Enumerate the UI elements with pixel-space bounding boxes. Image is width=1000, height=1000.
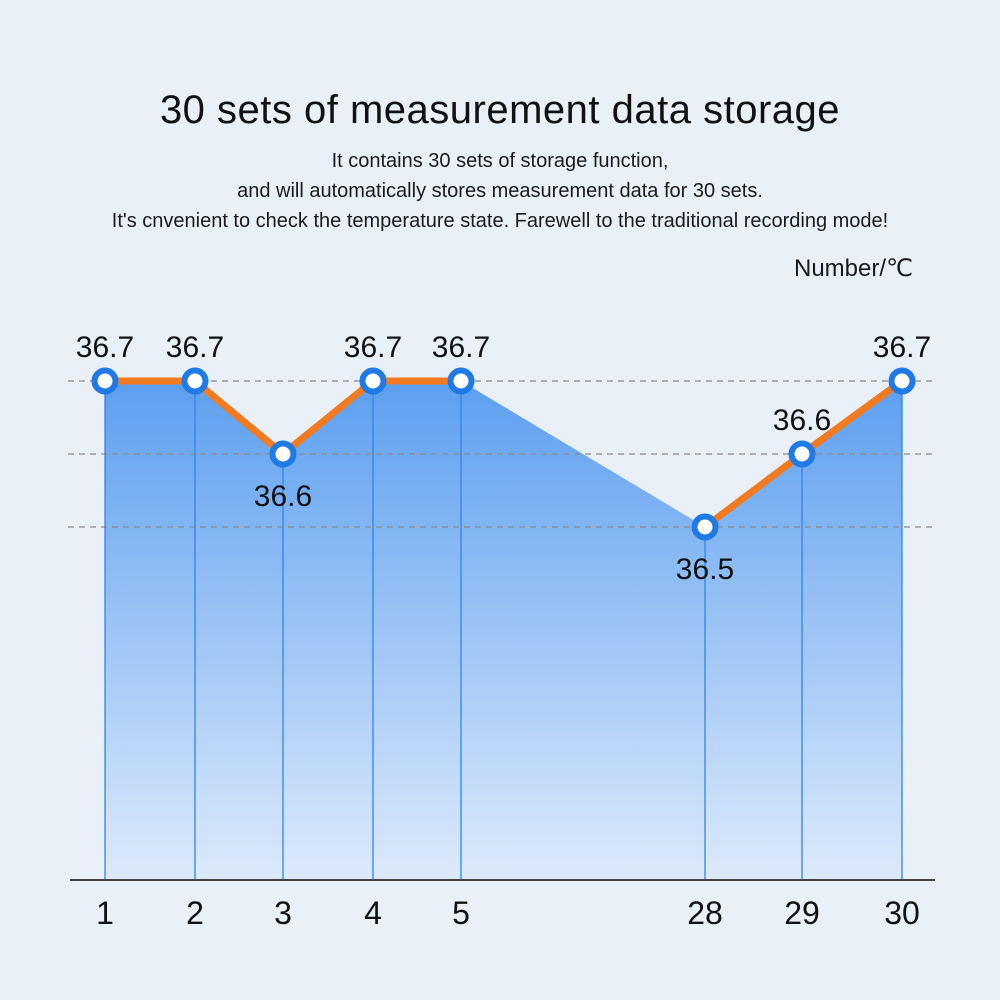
y-axis-unit-label: Number/℃ bbox=[794, 255, 913, 282]
data-label-28: 36.5 bbox=[676, 553, 734, 586]
x-tick-30: 30 bbox=[884, 895, 920, 931]
series-segment-29-30 bbox=[798, 377, 906, 458]
data-point-2 bbox=[181, 367, 209, 395]
x-tick-28: 28 bbox=[687, 895, 723, 931]
data-label-3: 36.6 bbox=[254, 480, 312, 513]
subtitle-line-3: It's cnvenient to check the temperature … bbox=[111, 210, 889, 232]
data-point-5 bbox=[447, 367, 475, 395]
chart-title: 30 sets of measurement data storage bbox=[159, 88, 841, 132]
data-label-4: 36.7 bbox=[344, 331, 402, 364]
x-tick-5: 5 bbox=[452, 895, 470, 931]
x-tick-1: 1 bbox=[96, 895, 114, 931]
data-label-5: 36.7 bbox=[432, 331, 490, 364]
data-label-2: 36.7 bbox=[166, 331, 224, 364]
x-tick-29: 29 bbox=[784, 895, 820, 931]
series-segment-28-29 bbox=[701, 450, 806, 531]
data-label-1: 36.7 bbox=[76, 331, 134, 364]
data-point-28 bbox=[691, 513, 719, 541]
data-point-29 bbox=[788, 440, 816, 468]
subtitle-line-2: and will automatically stores measuremen… bbox=[237, 180, 763, 202]
x-tick-3: 3 bbox=[274, 895, 292, 931]
x-tick-4: 4 bbox=[364, 895, 382, 931]
series-segment-3-4 bbox=[279, 377, 377, 458]
x-tick-2: 2 bbox=[186, 895, 204, 931]
data-point-30 bbox=[888, 367, 916, 395]
data-label-30: 36.7 bbox=[873, 331, 931, 364]
area-fill bbox=[105, 381, 902, 880]
data-point-3 bbox=[269, 440, 297, 468]
data-point-4 bbox=[359, 367, 387, 395]
data-point-1 bbox=[91, 367, 119, 395]
subtitle-line-1: It contains 30 sets of storage function, bbox=[331, 150, 669, 172]
series-segment-2-3 bbox=[191, 377, 287, 458]
data-label-29: 36.6 bbox=[773, 404, 831, 437]
